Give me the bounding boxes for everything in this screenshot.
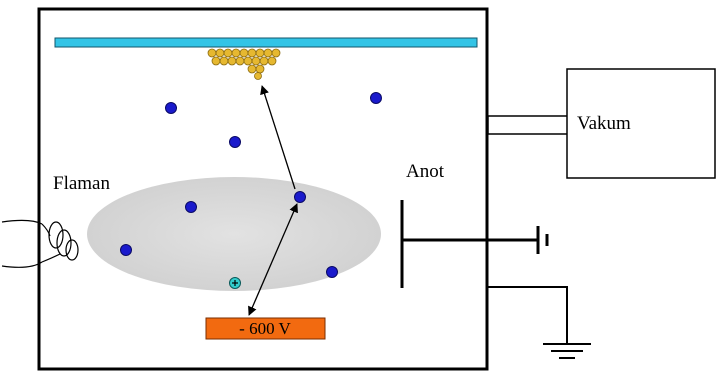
deposited-atoms <box>207 48 281 80</box>
battery-symbol-icon <box>536 226 549 254</box>
target-plate <box>205 317 326 340</box>
ion-trajectory <box>248 85 298 316</box>
ion <box>165 102 177 114</box>
substrate-plate <box>54 37 478 48</box>
ion <box>229 136 241 148</box>
filament-label: Flaman <box>53 173 110 194</box>
ion <box>120 244 132 256</box>
ion <box>294 191 306 203</box>
filament-coil-icon <box>1 219 79 268</box>
vacuum-label: Vakum <box>577 113 631 134</box>
ion <box>185 201 197 213</box>
positive-ion-icon <box>229 277 241 289</box>
ions <box>120 92 382 278</box>
vacuum-chamber <box>37 7 489 371</box>
ion <box>370 92 382 104</box>
ground-symbol-icon <box>487 286 591 359</box>
ion <box>326 266 338 278</box>
anode-label: Anot <box>406 161 445 182</box>
vacuum-pump-box <box>566 68 716 179</box>
vacuum-pipe <box>487 115 569 135</box>
plasma-cloud <box>87 177 381 291</box>
target-voltage-label: - 600 V <box>239 319 291 338</box>
